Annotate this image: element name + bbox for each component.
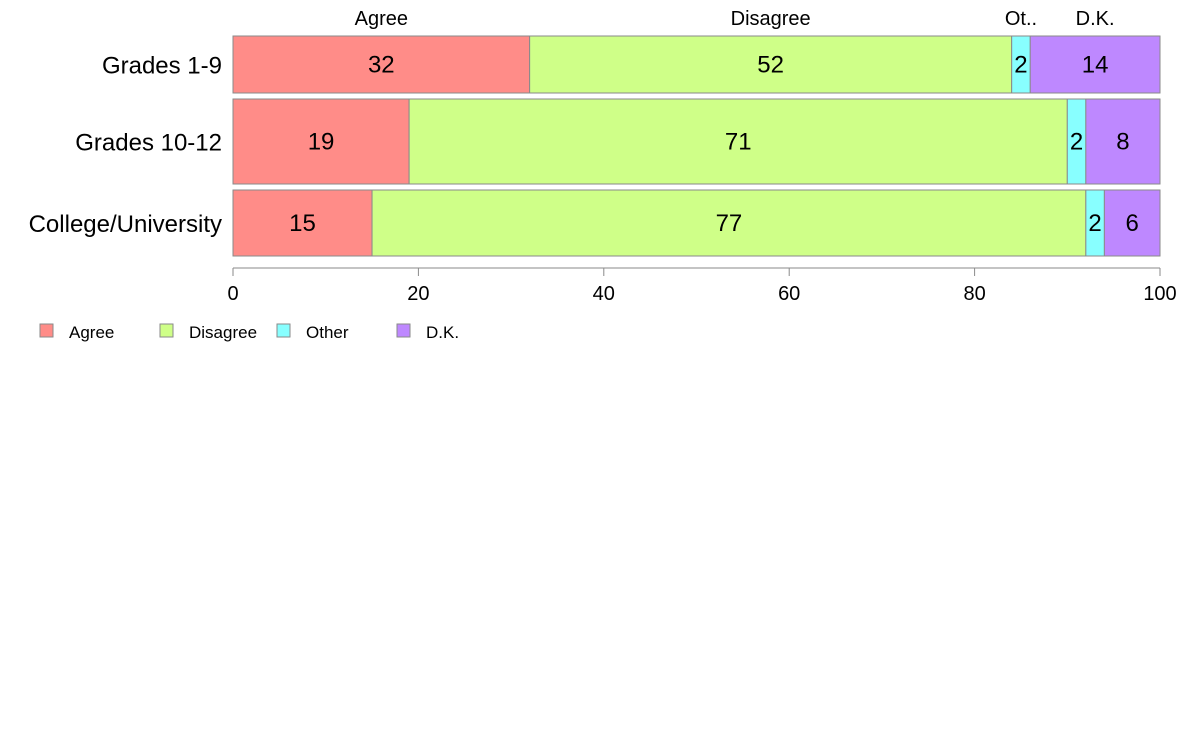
bar-d-k--1 xyxy=(1085,98,1161,185)
bar-disagree-1 xyxy=(408,98,1068,185)
legend-swatch xyxy=(276,323,291,338)
category-label: Grades 10-12 xyxy=(75,130,222,157)
legend-label: Disagree xyxy=(189,323,257,342)
x-axis: 0 20 40 60 80 100 xyxy=(227,267,1177,305)
bar-value-label: 8 xyxy=(1116,129,1129,156)
column-headers: Agree Disagree Ot.. D.K. xyxy=(355,8,1115,30)
category-labels: Grades 1-9 Grades 10-12 College/University xyxy=(29,53,222,239)
x-tick-label: 100 xyxy=(1143,283,1176,305)
legend-swatch xyxy=(39,323,54,338)
legend-label: Other xyxy=(306,323,349,342)
bar-agree-2 xyxy=(232,189,373,257)
bar-d-k--2 xyxy=(1103,189,1161,257)
legend-swatch xyxy=(396,323,411,338)
legend-label: D.K. xyxy=(426,323,459,342)
bar-value-label: 2 xyxy=(1014,52,1027,79)
bar-value-label: 15 xyxy=(289,210,316,237)
category-label: College/University xyxy=(29,211,222,238)
bar-value-label: 32 xyxy=(368,52,395,79)
column-header: Disagree xyxy=(731,8,811,30)
bar-value-label: 2 xyxy=(1088,210,1101,237)
legend-label: Agree xyxy=(69,323,114,342)
legend-swatch xyxy=(159,323,174,338)
bar-value-label: 52 xyxy=(757,52,784,79)
bar-value-label: 71 xyxy=(725,129,752,156)
bar-value-label: 77 xyxy=(716,210,743,237)
column-header: Ot.. xyxy=(1005,8,1037,30)
bar-value-label: 19 xyxy=(308,129,335,156)
bar-disagree-0 xyxy=(529,35,1013,94)
category-label: Grades 1-9 xyxy=(102,53,222,80)
bar-value-label: 6 xyxy=(1126,210,1139,237)
column-header: Agree xyxy=(355,8,408,30)
x-tick-label: 20 xyxy=(407,283,429,305)
bar-d-k--0 xyxy=(1029,35,1161,94)
legend: Agree Disagree Other D.K. xyxy=(39,323,459,342)
column-header: D.K. xyxy=(1076,8,1115,30)
x-tick-label: 60 xyxy=(778,283,800,305)
bar-disagree-2 xyxy=(371,189,1087,257)
x-tick-label: 0 xyxy=(227,283,238,305)
bar-value-label: 2 xyxy=(1070,129,1083,156)
bar-value-label: 14 xyxy=(1082,52,1109,79)
bar-agree-1 xyxy=(232,98,410,185)
x-tick-label: 80 xyxy=(963,283,985,305)
bar-agree-0 xyxy=(232,35,531,94)
x-tick-label: 40 xyxy=(593,283,615,305)
